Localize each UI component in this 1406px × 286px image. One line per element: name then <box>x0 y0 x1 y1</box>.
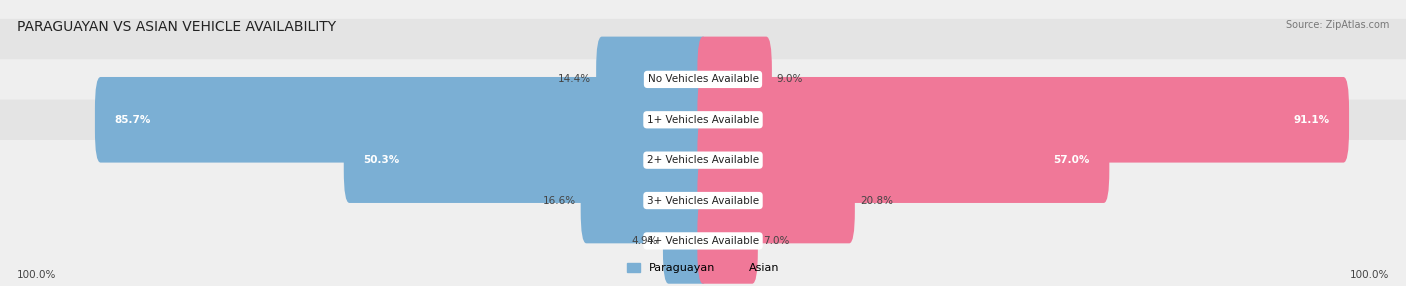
FancyBboxPatch shape <box>581 158 709 243</box>
FancyBboxPatch shape <box>697 37 772 122</box>
Text: 85.7%: 85.7% <box>114 115 150 125</box>
FancyBboxPatch shape <box>697 198 758 284</box>
FancyBboxPatch shape <box>94 77 709 162</box>
Legend: Paraguayan, Asian: Paraguayan, Asian <box>623 258 783 278</box>
Text: No Vehicles Available: No Vehicles Available <box>648 74 758 84</box>
FancyBboxPatch shape <box>0 140 1406 286</box>
FancyBboxPatch shape <box>697 158 855 243</box>
Text: 9.0%: 9.0% <box>778 74 803 84</box>
Text: 100.0%: 100.0% <box>17 270 56 279</box>
FancyBboxPatch shape <box>664 198 709 284</box>
FancyBboxPatch shape <box>0 19 1406 221</box>
Text: 50.3%: 50.3% <box>363 155 399 165</box>
Text: 4.9%: 4.9% <box>631 236 658 246</box>
Text: 100.0%: 100.0% <box>1350 270 1389 279</box>
Text: 20.8%: 20.8% <box>860 196 893 206</box>
FancyBboxPatch shape <box>0 100 1406 286</box>
FancyBboxPatch shape <box>344 117 709 203</box>
Text: 91.1%: 91.1% <box>1294 115 1330 125</box>
Text: 1+ Vehicles Available: 1+ Vehicles Available <box>647 115 759 125</box>
Text: 2+ Vehicles Available: 2+ Vehicles Available <box>647 155 759 165</box>
FancyBboxPatch shape <box>0 59 1406 261</box>
FancyBboxPatch shape <box>596 37 709 122</box>
FancyBboxPatch shape <box>697 77 1350 162</box>
Text: 14.4%: 14.4% <box>558 74 591 84</box>
FancyBboxPatch shape <box>697 117 1109 203</box>
Text: 57.0%: 57.0% <box>1053 155 1090 165</box>
Text: Source: ZipAtlas.com: Source: ZipAtlas.com <box>1285 20 1389 30</box>
Text: 7.0%: 7.0% <box>762 236 789 246</box>
Text: 16.6%: 16.6% <box>543 196 576 206</box>
Text: 4+ Vehicles Available: 4+ Vehicles Available <box>647 236 759 246</box>
Text: PARAGUAYAN VS ASIAN VEHICLE AVAILABILITY: PARAGUAYAN VS ASIAN VEHICLE AVAILABILITY <box>17 20 336 34</box>
FancyBboxPatch shape <box>0 0 1406 180</box>
Text: 3+ Vehicles Available: 3+ Vehicles Available <box>647 196 759 206</box>
